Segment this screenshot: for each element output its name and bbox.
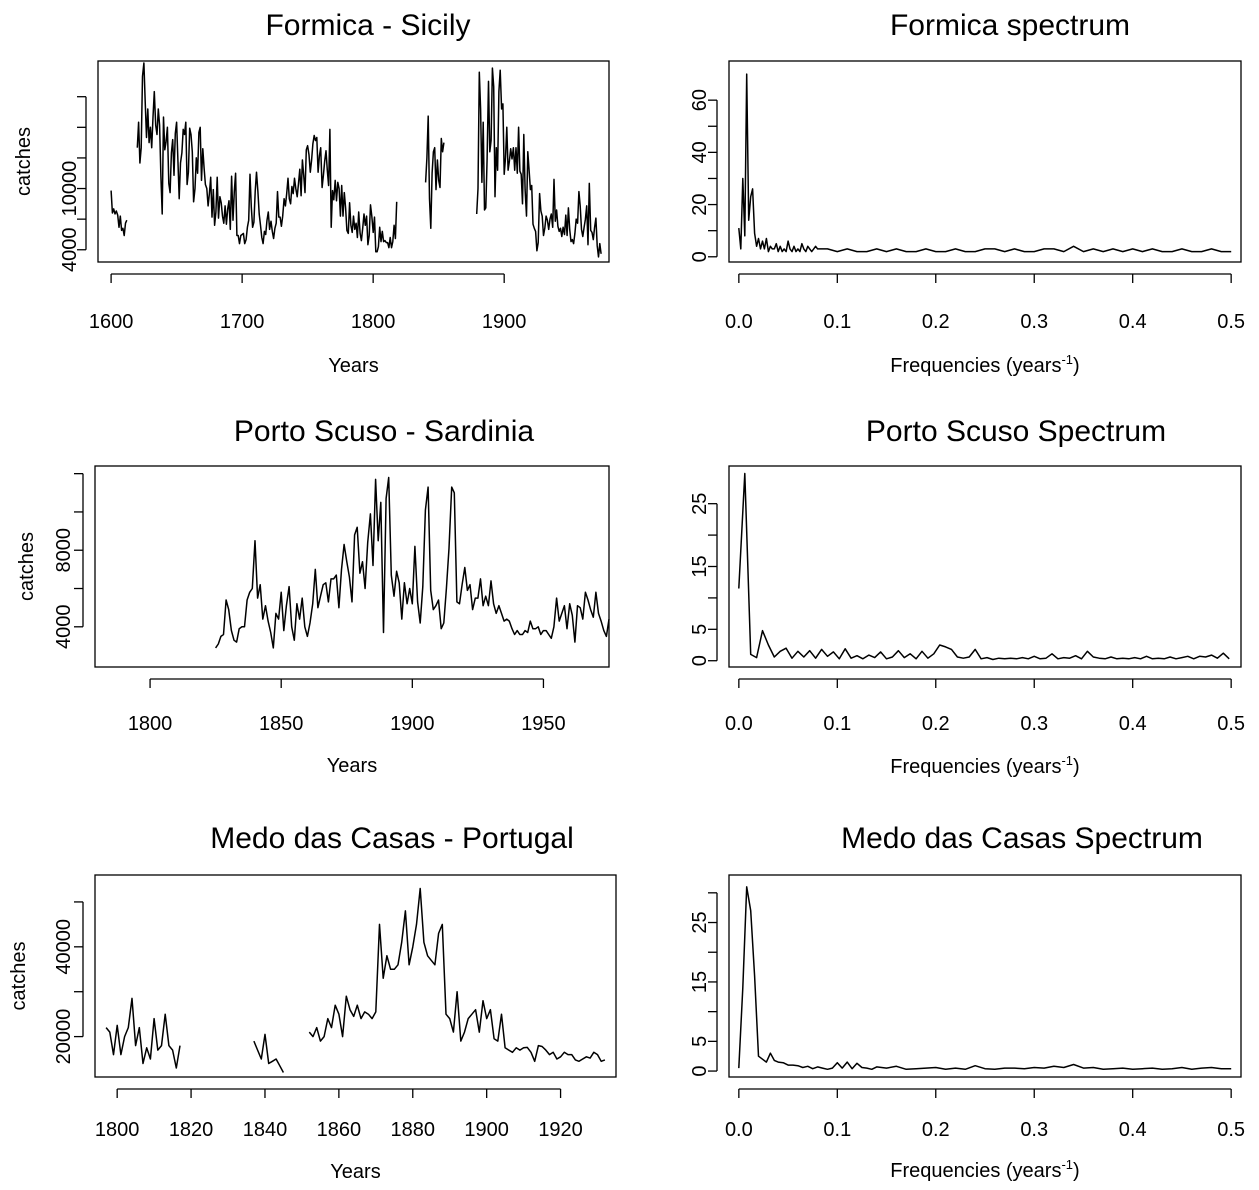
y-tick-label: 40 — [689, 141, 711, 163]
chart-formica: Formica - Sicily 1600 1700 1800 1900 Years 400… — [13, 9, 610, 377]
x-tick-label: 1800 — [128, 713, 173, 735]
series-line — [105, 997, 181, 1069]
chart-title: Formica - Sicily — [265, 9, 470, 42]
plot-frame — [94, 465, 610, 668]
x-axis-label: Years — [328, 355, 378, 377]
y-tick-label: 0 — [689, 1065, 711, 1076]
chart-title: Porto Scuso Spectrum — [866, 415, 1166, 448]
y-tick-label: 4000 — [53, 605, 75, 650]
chart-title: Formica spectrum — [890, 9, 1130, 42]
x-tick-label: 1600 — [89, 311, 134, 333]
plot-frame — [728, 60, 1242, 263]
y-tick-label: 8000 — [53, 528, 75, 573]
x-tick-label: 0.3 — [1020, 713, 1048, 735]
series-line — [738, 472, 1230, 661]
series-line — [475, 67, 602, 258]
chart-medo: Medo das Casas - Portugal 1800 1820 1840 186… — [8, 822, 617, 1183]
y-tick-label: 20000 — [53, 1009, 75, 1065]
x-tick-label: 0.1 — [823, 713, 851, 735]
y-tick-label: 0 — [689, 251, 711, 262]
x-tick-label: 0.4 — [1119, 1119, 1147, 1141]
x-tick-label: 1880 — [391, 1119, 436, 1141]
x-axis-label: Frequencies (years-1) — [890, 753, 1079, 778]
x-tick-label: 1820 — [169, 1119, 214, 1141]
y-tick-label: 25 — [689, 493, 711, 515]
x-tick-label: 0.5 — [1217, 713, 1245, 735]
chart-title: Porto Scuso - Sardinia — [234, 415, 534, 448]
x-tick-label: 0.3 — [1020, 311, 1048, 333]
series-line — [214, 476, 610, 649]
series-line — [253, 1033, 285, 1073]
x-tick-label: 1840 — [243, 1119, 288, 1141]
x-tick-label: 0.0 — [725, 1119, 753, 1141]
x-tick-label: 0.2 — [922, 311, 950, 333]
x-tick-label: 1900 — [464, 1119, 509, 1141]
series-line — [308, 887, 606, 1063]
y-tick-label: 40000 — [53, 919, 75, 975]
x-tick-label: 0.0 — [725, 713, 753, 735]
plot-frame — [94, 874, 617, 1078]
y-tick-label: 15 — [689, 971, 711, 993]
x-tick-label: 1920 — [538, 1119, 583, 1141]
y-axis-label: catches — [8, 942, 30, 1011]
x-tick-label: 1860 — [317, 1119, 362, 1141]
y-axis-label: catches — [16, 532, 38, 601]
x-axis-label: Frequencies (years-1) — [890, 352, 1079, 377]
x-tick-label: 1850 — [259, 713, 304, 735]
x-tick-label: 0.5 — [1217, 311, 1245, 333]
x-tick-label: 1700 — [220, 311, 265, 333]
y-tick-label: 60 — [689, 89, 711, 111]
x-tick-label: 1900 — [482, 311, 527, 333]
y-tick-label: 10000 — [59, 161, 81, 217]
chart-medo_spec: Medo das Casas Spectrum 0.0 0.1 0.2 0.3 0.4 0.… — [689, 822, 1245, 1182]
x-axis-label: Years — [327, 755, 377, 777]
x-tick-label: 1800 — [351, 311, 396, 333]
x-tick-label: 0.4 — [1119, 311, 1147, 333]
x-tick-label: 0.1 — [823, 1119, 851, 1141]
y-tick-label: 4000 — [59, 228, 81, 273]
series-line — [424, 115, 445, 230]
x-tick-label: 0.5 — [1217, 1119, 1245, 1141]
series-line — [738, 73, 1232, 253]
x-tick-label: 1800 — [95, 1119, 140, 1141]
plot-frame — [728, 874, 1242, 1078]
series-line — [738, 886, 1232, 1071]
series-line — [110, 190, 128, 237]
x-tick-label: 0.2 — [922, 1119, 950, 1141]
x-tick-label: 0.0 — [725, 311, 753, 333]
chart-title: Medo das Casas - Portugal — [210, 822, 574, 855]
y-tick-label: 20 — [689, 193, 711, 215]
x-axis-label: Years — [330, 1161, 380, 1183]
chart-formica_spec: Formica spectrum 0.0 0.1 0.2 0.3 0.4 0.5 Freque… — [689, 9, 1245, 377]
plot-frame — [728, 465, 1242, 668]
y-tick-label: 0 — [689, 655, 711, 666]
y-axis-label: catches — [13, 127, 35, 196]
chart-title: Medo das Casas Spectrum — [841, 822, 1203, 855]
x-tick-label: 0.1 — [823, 311, 851, 333]
y-tick-label: 5 — [689, 624, 711, 635]
plot-frame — [97, 60, 610, 263]
x-tick-label: 1950 — [521, 713, 566, 735]
series-line — [136, 62, 398, 253]
chart-portoscuso: Porto Scuso - Sardinia 1800 1850 1900 1950 Ye… — [16, 415, 610, 777]
x-tick-label: 1900 — [390, 713, 435, 735]
y-tick-label: 5 — [689, 1036, 711, 1047]
x-tick-label: 0.2 — [922, 713, 950, 735]
y-tick-label: 15 — [689, 555, 711, 577]
y-tick-label: 25 — [689, 911, 711, 933]
x-tick-label: 0.3 — [1020, 1119, 1048, 1141]
chart-portoscuso_spec: Porto Scuso Spectrum 0.0 0.1 0.2 0.3 0.4 0.5 Fr… — [689, 415, 1245, 778]
x-axis-label: Frequencies (years-1) — [890, 1157, 1079, 1182]
x-tick-label: 0.4 — [1119, 713, 1147, 735]
